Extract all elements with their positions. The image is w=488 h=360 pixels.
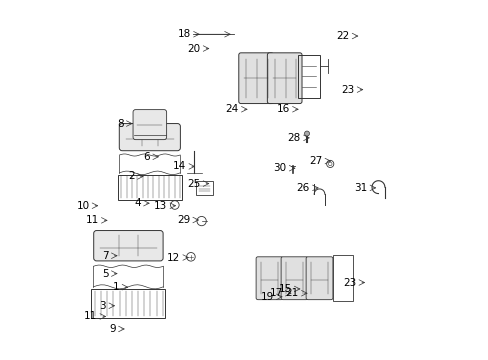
Text: 12: 12 [166, 252, 180, 262]
Text: 1: 1 [113, 282, 119, 292]
Text: 23: 23 [343, 278, 356, 288]
Text: 5: 5 [102, 269, 108, 279]
Text: 2: 2 [128, 171, 135, 181]
Text: 6: 6 [143, 152, 150, 162]
Text: 11: 11 [85, 215, 99, 225]
Text: 22: 22 [336, 31, 349, 41]
Text: 13: 13 [154, 201, 167, 211]
Text: 28: 28 [287, 133, 300, 143]
FancyBboxPatch shape [267, 53, 302, 104]
Text: 9: 9 [109, 324, 116, 334]
Text: 16: 16 [276, 104, 289, 114]
Text: 31: 31 [353, 183, 366, 193]
FancyBboxPatch shape [133, 110, 166, 140]
Text: 18: 18 [177, 29, 190, 39]
Text: 23: 23 [341, 85, 354, 95]
Text: 19: 19 [260, 292, 273, 302]
Text: 25: 25 [187, 179, 200, 189]
Text: 26: 26 [296, 183, 309, 193]
Text: 10: 10 [76, 201, 89, 211]
Circle shape [304, 131, 309, 136]
Text: 27: 27 [308, 156, 322, 166]
Text: 14: 14 [173, 161, 186, 171]
FancyBboxPatch shape [256, 257, 283, 300]
FancyBboxPatch shape [305, 257, 332, 300]
FancyBboxPatch shape [238, 53, 273, 104]
Text: 21: 21 [285, 288, 298, 298]
Text: 20: 20 [187, 44, 200, 54]
Text: 17: 17 [269, 288, 282, 298]
FancyBboxPatch shape [281, 257, 307, 300]
Text: 29: 29 [177, 215, 190, 225]
Text: 11: 11 [84, 311, 97, 321]
Text: 15: 15 [278, 284, 291, 294]
Text: 3: 3 [100, 301, 106, 311]
Text: 30: 30 [273, 163, 286, 173]
FancyBboxPatch shape [119, 123, 180, 151]
Text: 4: 4 [134, 198, 141, 208]
FancyBboxPatch shape [94, 230, 163, 261]
Text: 7: 7 [102, 251, 108, 261]
Text: 24: 24 [225, 104, 238, 114]
Text: 8: 8 [117, 118, 123, 129]
